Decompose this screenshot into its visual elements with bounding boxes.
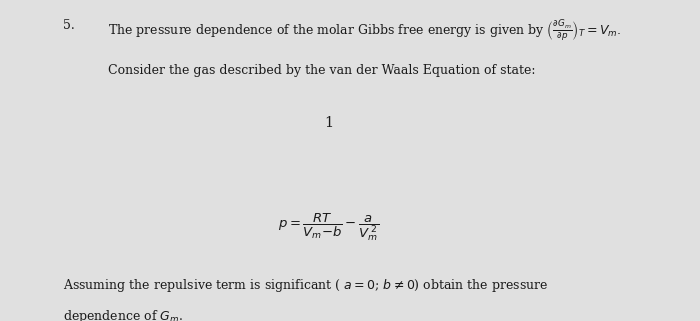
Text: Consider the gas described by the van der Waals Equation of state:: Consider the gas described by the van de…	[108, 64, 536, 76]
Text: 1: 1	[324, 116, 334, 130]
Text: The pressure dependence of the molar Gibbs free energy is given by $\left(\frac{: The pressure dependence of the molar Gib…	[108, 19, 622, 44]
Text: 5.: 5.	[63, 19, 75, 32]
Text: Assuming the repulsive term is significant ( $a = 0$; $b \neq 0$) obtain the pre: Assuming the repulsive term is significa…	[63, 277, 548, 294]
Text: $p = \dfrac{RT}{V_m{-}b} - \dfrac{a}{V_m^{\,2}}$: $p = \dfrac{RT}{V_m{-}b} - \dfrac{a}{V_m…	[279, 211, 379, 243]
Text: dependence of $G_m$.: dependence of $G_m$.	[63, 308, 183, 321]
